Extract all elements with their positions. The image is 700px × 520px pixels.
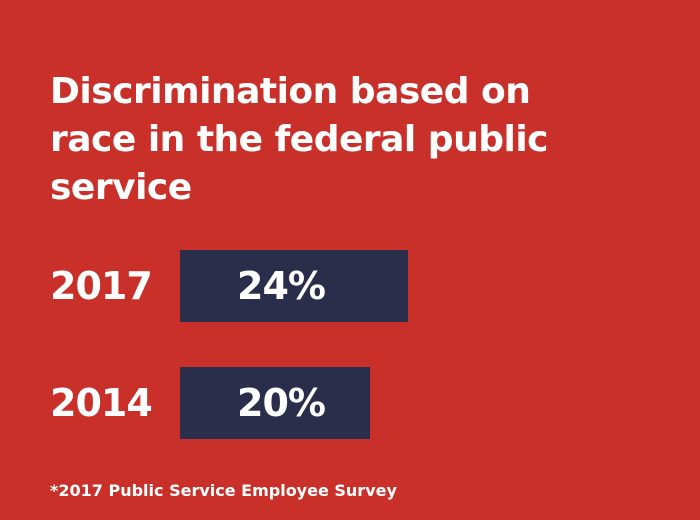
bar-row-2017: 2017 24% (0, 250, 700, 322)
category-label: 2014 (50, 381, 153, 425)
chart-title: Discrimination based on race in the fede… (50, 71, 549, 208)
footnote: *2017 Public Service Employee Survey (50, 481, 397, 500)
bar (180, 367, 370, 439)
bar (180, 250, 408, 322)
category-label: 2017 (50, 264, 153, 308)
bar-value-label: 24% (237, 264, 326, 308)
bar-row-2014: 2014 20% (0, 367, 700, 439)
bar-value-label: 20% (237, 381, 326, 425)
